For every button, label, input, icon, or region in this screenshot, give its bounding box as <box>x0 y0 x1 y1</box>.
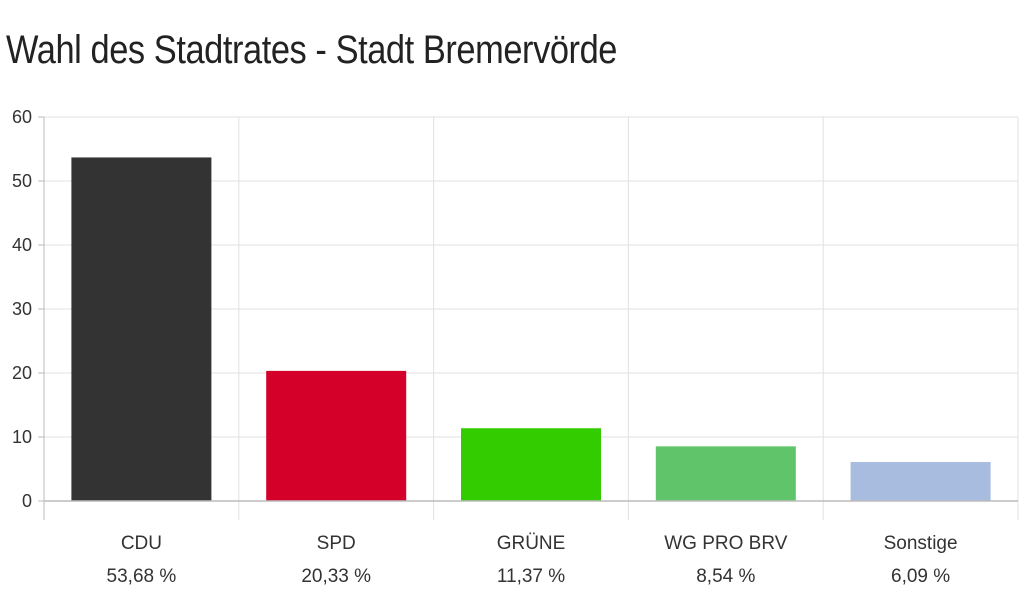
y-tick-label: 20 <box>12 363 32 383</box>
chart-title: Wahl des Stadtrates - Stadt Bremervörde <box>6 28 617 72</box>
value-label: 11,37 % <box>497 566 565 587</box>
category-label: Sonstige <box>884 533 958 554</box>
category-label: SPD <box>317 533 356 554</box>
category-label: WG PRO BRV <box>664 533 787 554</box>
value-label: 8,54 % <box>696 566 755 587</box>
value-label: 6,09 % <box>891 566 950 587</box>
y-tick-label: 60 <box>12 107 32 127</box>
category-label: GRÜNE <box>497 533 566 554</box>
category-label: CDU <box>121 533 162 554</box>
y-tick-label: 40 <box>12 235 32 255</box>
y-tick-label: 30 <box>12 299 32 319</box>
bar-cdu <box>71 157 212 501</box>
y-tick-label: 0 <box>22 491 32 511</box>
value-label: 20,33 % <box>301 566 371 587</box>
bar-gr-ne <box>461 428 601 501</box>
y-tick-label: 50 <box>12 171 32 191</box>
bar-wg-pro-brv <box>655 446 796 501</box>
y-tick-label: 10 <box>12 427 32 447</box>
value-label: 53,68 % <box>107 566 177 587</box>
bar-spd <box>266 370 407 501</box>
bar-sonstige <box>850 462 991 501</box>
